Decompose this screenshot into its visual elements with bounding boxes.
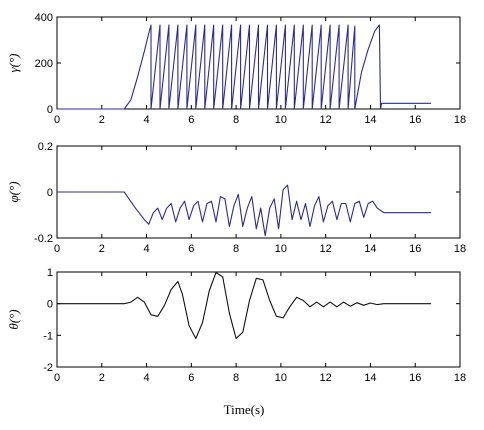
x-tick-label: 2 <box>99 243 105 255</box>
series-line <box>57 24 431 110</box>
x-tick-label: 6 <box>188 243 194 255</box>
x-tick-label: 2 <box>99 114 105 126</box>
x-axis-label: Time(s) <box>224 402 265 417</box>
y-tick-label: 400 <box>35 12 53 24</box>
x-tick-label: 12 <box>320 243 332 255</box>
series-line <box>57 184 431 237</box>
x-tick-label: 12 <box>320 372 332 384</box>
x-tick-label: 4 <box>143 372 149 384</box>
x-tick-label: 18 <box>454 372 466 384</box>
x-tick-label: 16 <box>409 114 421 126</box>
x-tick-label: 4 <box>143 114 149 126</box>
x-tick-label: 6 <box>188 114 194 126</box>
panel-2: 0 2 4 6 8 10 12 14 16 180.20-0.2φ(°) <box>6 141 466 255</box>
x-tick-label: 12 <box>320 114 332 126</box>
y-tick-label: -2 <box>43 362 53 374</box>
x-tick-label: 6 <box>188 372 194 384</box>
y-axis-label: φ(°) <box>6 181 21 202</box>
axes-frame <box>56 271 461 368</box>
x-tick-label: 14 <box>364 372 376 384</box>
y-tick-label: -1 <box>43 330 53 342</box>
series-line <box>57 272 431 340</box>
x-tick-label: 8 <box>233 114 239 126</box>
x-tick-label: 8 <box>233 372 239 384</box>
x-tick-label: 0 <box>54 243 60 255</box>
x-tick-label: 16 <box>409 243 421 255</box>
y-axis-label: θ(°) <box>6 309 21 329</box>
x-tick-label: 0 <box>54 114 60 126</box>
x-tick-label: 14 <box>364 243 376 255</box>
y-tick-label: 0 <box>47 104 53 116</box>
y-tick-label: 200 <box>35 58 53 70</box>
x-tick-label: 10 <box>275 372 287 384</box>
y-tick-label: 1 <box>47 267 53 279</box>
y-axis-label: γ(°) <box>6 54 21 73</box>
x-tick-label: 8 <box>233 243 239 255</box>
x-tick-label: 4 <box>143 243 149 255</box>
x-tick-label: 14 <box>364 114 376 126</box>
x-tick-label: 18 <box>454 243 466 255</box>
panel-1: 0 2 4 6 8 10 12 14 16 18 0 200 400 γ(°) <box>6 12 466 126</box>
y-tick-label: -0.2 <box>34 233 53 245</box>
y-tick-label: 0.2 <box>38 141 53 153</box>
y-tick-label: 0 <box>47 187 53 199</box>
x-tick-label: 2 <box>99 372 105 384</box>
x-tick-label: 0 <box>54 372 60 384</box>
x-tick-label: 18 <box>454 114 466 126</box>
x-tick-label: 16 <box>409 372 421 384</box>
y-tick-label: 0 <box>47 299 53 311</box>
x-tick-label: 10 <box>275 114 287 126</box>
x-tick-label: 10 <box>275 243 287 255</box>
